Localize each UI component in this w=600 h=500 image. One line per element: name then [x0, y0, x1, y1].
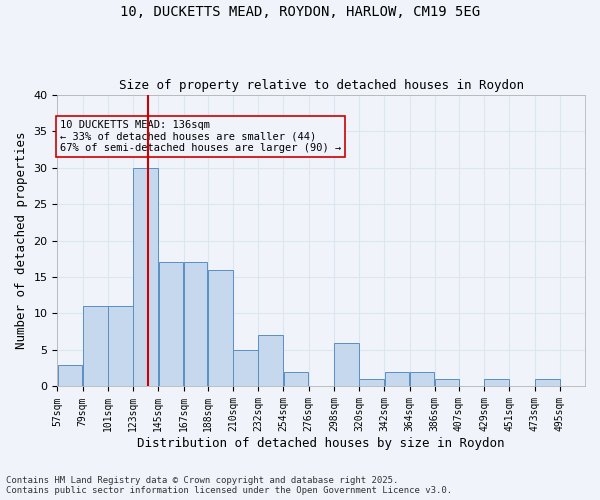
- Y-axis label: Number of detached properties: Number of detached properties: [15, 132, 28, 350]
- Bar: [58, 364, 82, 386]
- Bar: [535, 379, 560, 386]
- Bar: [83, 306, 107, 386]
- Bar: [484, 379, 509, 386]
- Title: Size of property relative to detached houses in Roydon: Size of property relative to detached ho…: [119, 79, 524, 92]
- Bar: [410, 372, 434, 386]
- Text: 10, DUCKETTS MEAD, ROYDON, HARLOW, CM19 5EG: 10, DUCKETTS MEAD, ROYDON, HARLOW, CM19 …: [120, 5, 480, 19]
- Text: 10 DUCKETTS MEAD: 136sqm
← 33% of detached houses are smaller (44)
67% of semi-d: 10 DUCKETTS MEAD: 136sqm ← 33% of detach…: [59, 120, 341, 154]
- Text: Contains HM Land Registry data © Crown copyright and database right 2025.
Contai: Contains HM Land Registry data © Crown c…: [6, 476, 452, 495]
- Bar: [385, 372, 409, 386]
- Bar: [184, 262, 208, 386]
- Bar: [359, 379, 384, 386]
- Bar: [158, 262, 184, 386]
- Bar: [284, 372, 308, 386]
- Bar: [233, 350, 258, 387]
- X-axis label: Distribution of detached houses by size in Roydon: Distribution of detached houses by size …: [137, 437, 505, 450]
- Bar: [133, 168, 158, 386]
- Bar: [208, 270, 233, 386]
- Bar: [435, 379, 458, 386]
- Bar: [334, 342, 359, 386]
- Bar: [108, 306, 133, 386]
- Bar: [259, 336, 283, 386]
